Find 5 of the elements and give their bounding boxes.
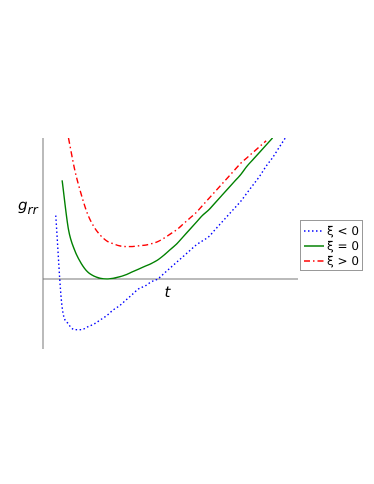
legend-label: ξ > 0 bbox=[327, 254, 360, 268]
legend-label: ξ < 0 bbox=[327, 224, 360, 238]
x-axis-title: t bbox=[164, 282, 170, 301]
y-axis-title: g$_{rr}$ bbox=[18, 196, 38, 217]
legend-label: ξ = 0 bbox=[327, 238, 360, 252]
